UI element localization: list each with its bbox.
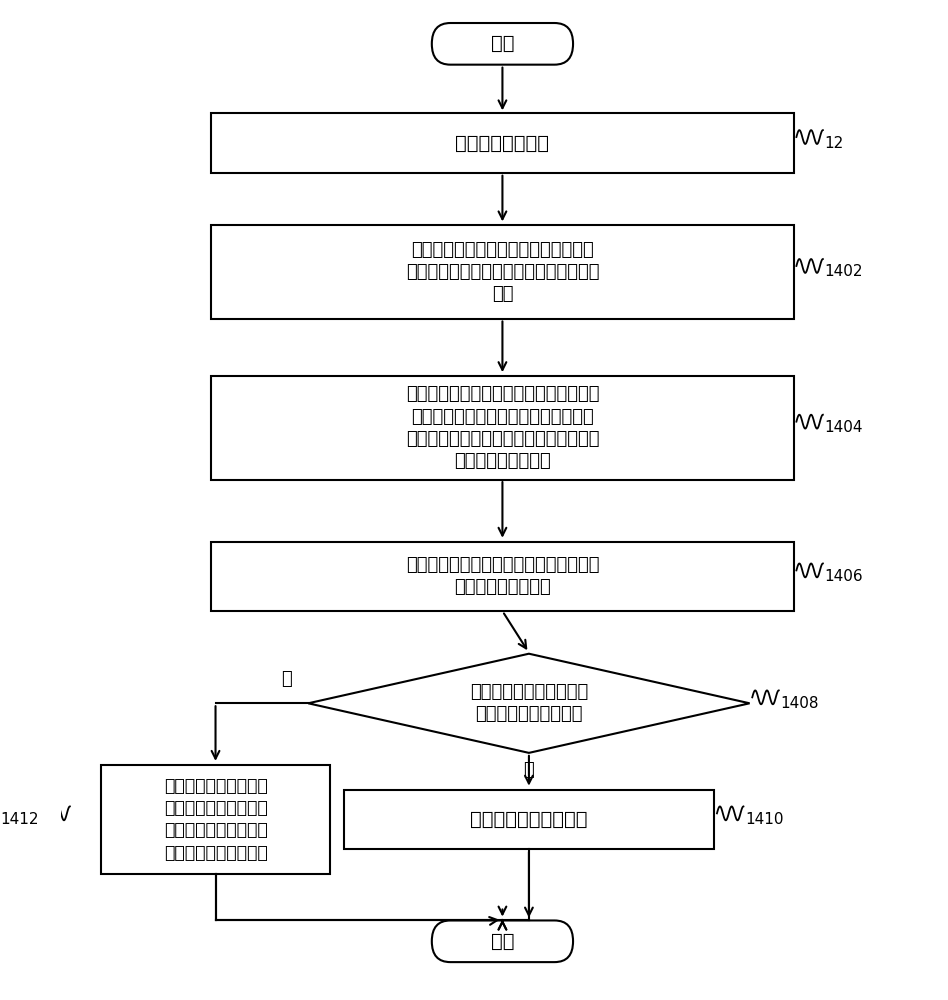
Text: 当环境因素当前值满足环境因素预设值时
，驱动环境电器沿预存的运动路径运动
至环境因素所在的至少一个检测点，并控
制环境电器开始工作: 当环境因素当前值满足环境因素预设值时 ，驱动环境电器沿预存的运动路径运动 至环境… — [406, 385, 599, 470]
Text: 结束: 结束 — [491, 932, 514, 951]
Text: 控制环境电器停止工作
，并驱动环境电器沿预
存的运动路径运动至预
存的动路径的初始位置: 控制环境电器停止工作 ，并驱动环境电器沿预 存的运动路径运动至预 存的动路径的初… — [164, 777, 267, 862]
Text: 检测工作模式指令: 检测工作模式指令 — [455, 133, 550, 152]
Text: 判断环境因素当前值是否
满足环境因素的预设值: 判断环境因素当前值是否 满足环境因素的预设值 — [470, 683, 588, 723]
FancyBboxPatch shape — [431, 920, 573, 962]
Text: 1410: 1410 — [745, 812, 784, 827]
Text: 1402: 1402 — [825, 264, 864, 279]
FancyBboxPatch shape — [100, 765, 330, 874]
Text: 开始: 开始 — [491, 34, 514, 53]
Polygon shape — [308, 654, 750, 753]
Text: 1406: 1406 — [825, 569, 864, 584]
FancyBboxPatch shape — [211, 113, 793, 173]
Text: 根据待命模式指令，检测设置在预存的
运动路径上至少一个检测点的环境因素当
前值: 根据待命模式指令，检测设置在预存的 运动路径上至少一个检测点的环境因素当 前值 — [406, 241, 599, 303]
FancyBboxPatch shape — [431, 23, 573, 65]
Text: 12: 12 — [825, 135, 844, 150]
Text: 检测环境电器工作时所在的至少一个检测
点的环境因素当前值: 检测环境电器工作时所在的至少一个检测 点的环境因素当前值 — [406, 556, 599, 596]
Text: 1412: 1412 — [0, 812, 39, 827]
Text: 1404: 1404 — [825, 420, 864, 435]
FancyBboxPatch shape — [211, 376, 793, 480]
Text: 控制环境电器继续工作: 控制环境电器继续工作 — [470, 810, 588, 829]
FancyBboxPatch shape — [211, 225, 793, 319]
Text: 1408: 1408 — [780, 696, 819, 711]
Text: 是: 是 — [523, 761, 535, 779]
Text: 否: 否 — [281, 670, 292, 688]
FancyBboxPatch shape — [343, 790, 714, 849]
FancyBboxPatch shape — [211, 542, 793, 611]
